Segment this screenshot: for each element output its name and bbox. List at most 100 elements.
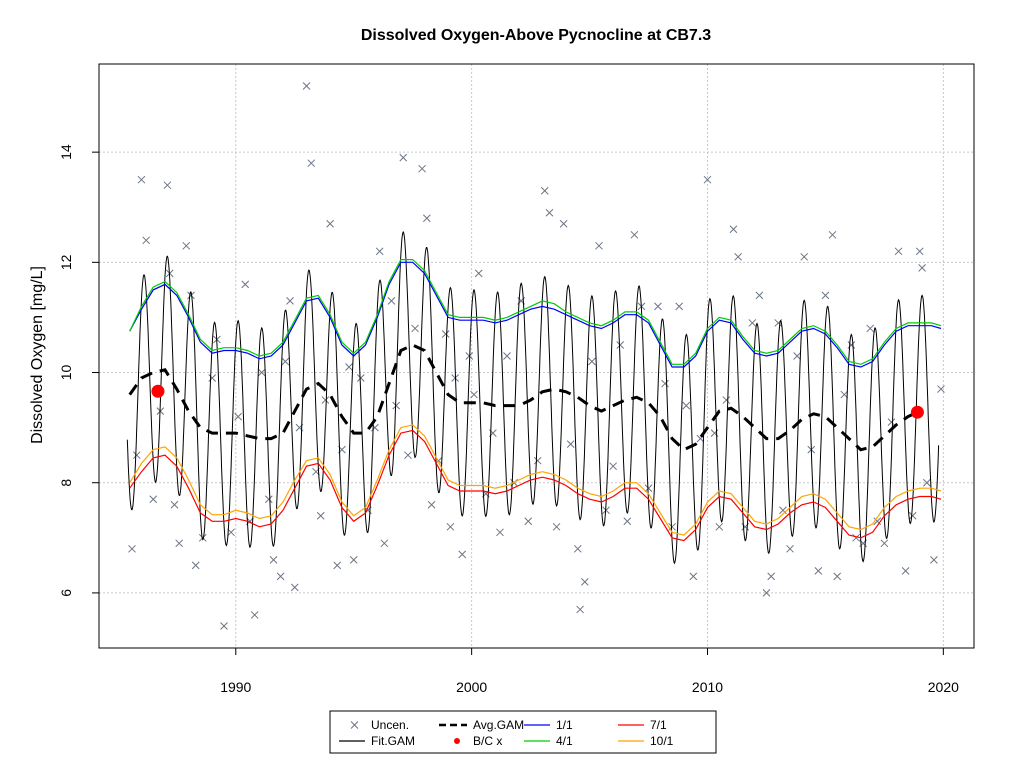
- observation-point: [208, 374, 217, 382]
- observation-point: [630, 230, 639, 239]
- legend-item: 7/1: [618, 718, 667, 732]
- observation-point: [380, 539, 389, 548]
- observation-point: [675, 302, 684, 311]
- observation-point: [234, 412, 243, 421]
- legend-item: 4/1: [524, 734, 573, 748]
- observation-point: [458, 550, 467, 559]
- observation-point: [609, 462, 618, 471]
- y-tick-label: 14: [58, 144, 74, 160]
- observation-point: [755, 291, 764, 300]
- observation-point: [276, 572, 285, 581]
- observation-point: [321, 396, 330, 404]
- legend-label: 7/1: [650, 718, 667, 732]
- observation-point: [576, 605, 584, 614]
- observation-point: [873, 517, 882, 526]
- legend: Uncen. Fit.GAM Avg.GAM B/C x 1/1 4/1 7/1 10/1: [329, 710, 717, 754]
- observation-point: [269, 555, 278, 564]
- x-tick-label: 1990: [220, 679, 251, 695]
- observation-point: [198, 533, 207, 542]
- observation-point: [833, 572, 842, 581]
- observation-point: [915, 247, 924, 256]
- axes: 1990 2000 2010 2020 6 8 10 12 14: [58, 144, 959, 695]
- observation-point: [163, 181, 172, 190]
- series-line-1-1: [129, 261, 942, 368]
- observation-point: [345, 363, 353, 371]
- observation-point: [595, 241, 603, 250]
- observation-point: [901, 567, 910, 575]
- observation-point: [937, 385, 945, 393]
- observation-point: [496, 528, 504, 537]
- observation-point: [349, 555, 358, 564]
- observation-point: [689, 572, 698, 581]
- legend-label: Uncen.: [371, 718, 409, 732]
- x-tick-label: 2000: [456, 679, 487, 695]
- legend-label: 1/1: [556, 718, 573, 732]
- observation-point: [175, 539, 184, 548]
- observation-point: [524, 517, 533, 526]
- observation-point: [779, 506, 787, 515]
- observation-point: [503, 352, 511, 360]
- observation-point: [264, 495, 273, 504]
- series-lines: [128, 259, 942, 542]
- legend-item: 1/1: [524, 718, 573, 732]
- plot-area: [126, 82, 945, 630]
- observation-point: [132, 451, 141, 460]
- legend-label: 4/1: [556, 734, 573, 748]
- observation-point: [545, 208, 554, 217]
- observation-point: [257, 368, 266, 377]
- observation-point: [427, 500, 436, 509]
- legend-label: 10/1: [650, 734, 674, 748]
- observation-point: [170, 500, 179, 509]
- observation-point: [793, 352, 801, 360]
- bc-points: [151, 384, 924, 419]
- observation-point: [588, 357, 596, 366]
- observation-point: [286, 297, 294, 305]
- observation-point: [644, 484, 653, 493]
- observation-points: [128, 82, 945, 630]
- observation-point: [333, 561, 342, 570]
- observation-point: [404, 451, 412, 460]
- observation-point: [918, 263, 926, 272]
- observation-point: [894, 247, 903, 256]
- observation-point: [220, 622, 228, 630]
- grid: [99, 64, 974, 648]
- observation-point: [566, 440, 575, 449]
- chart-title: Dissolved Oxygen-Above Pycnocline at CB7…: [361, 27, 711, 44]
- observation-point: [241, 280, 250, 289]
- legend-swatch: [454, 738, 460, 744]
- observation-point: [191, 561, 200, 570]
- series-line-avg-gam: [128, 343, 921, 452]
- observation-point: [316, 511, 325, 520]
- plot-border: [98, 63, 975, 649]
- legend-label: Avg.GAM: [473, 718, 524, 732]
- legend-item: 10/1: [618, 734, 674, 748]
- series-line-4-1: [129, 259, 942, 365]
- observation-point: [559, 219, 568, 228]
- observation-point: [828, 230, 837, 239]
- observation-point: [446, 522, 455, 531]
- observation-point: [182, 241, 191, 250]
- observation-point: [729, 225, 738, 234]
- observation-point: [654, 302, 662, 311]
- observation-point: [540, 186, 549, 195]
- observation-point: [847, 341, 856, 349]
- observation-point: [290, 583, 299, 592]
- legend-box: [329, 710, 717, 754]
- legend-swatch: [350, 721, 359, 729]
- observation-point: [762, 589, 771, 597]
- observation-point: [748, 319, 757, 327]
- legend-item: Fit.GAM: [339, 734, 415, 748]
- observation-point: [356, 374, 365, 382]
- observation-point: [474, 269, 483, 278]
- observation-point: [814, 567, 823, 575]
- observation-point: [887, 418, 896, 426]
- observation-point: [187, 291, 195, 300]
- observation-point: [930, 555, 938, 564]
- observation-point: [302, 82, 311, 90]
- x-tick-label: 2010: [692, 679, 723, 695]
- observation-point: [399, 153, 408, 162]
- x-tick-label: 2020: [928, 679, 959, 695]
- observation-point: [734, 252, 743, 261]
